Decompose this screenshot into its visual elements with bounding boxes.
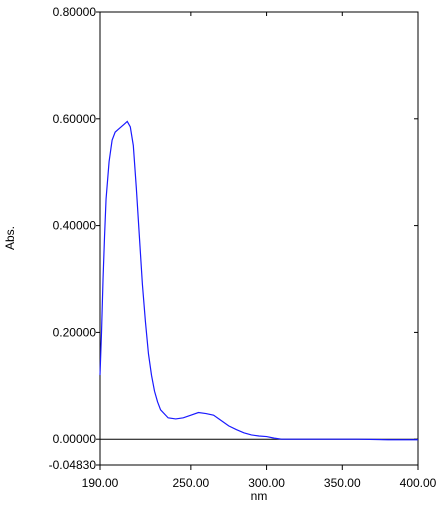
spectrum-line bbox=[99, 120, 418, 441]
y-tick-label: 0.40000 bbox=[53, 219, 97, 233]
plot-frame bbox=[99, 11, 419, 466]
x-tick-label: 350.00 bbox=[324, 476, 361, 490]
y-tick-label: 0.80000 bbox=[53, 5, 97, 19]
x-tick-label: 250.00 bbox=[173, 476, 210, 490]
y-tick-label: 0.20000 bbox=[53, 325, 97, 339]
x-axis-label: nm bbox=[251, 489, 268, 500]
y-tick-label: 0.00000 bbox=[53, 432, 97, 446]
x-tick-label: 400.00 bbox=[400, 476, 437, 490]
x-tick-label: 300.00 bbox=[248, 476, 285, 490]
y-axis-label: Abs. bbox=[3, 226, 17, 250]
x-tick-label: 190.00 bbox=[82, 476, 119, 490]
y-tick-label: 0.60000 bbox=[53, 112, 97, 126]
y-tick-label: -0.04830 bbox=[49, 458, 97, 472]
